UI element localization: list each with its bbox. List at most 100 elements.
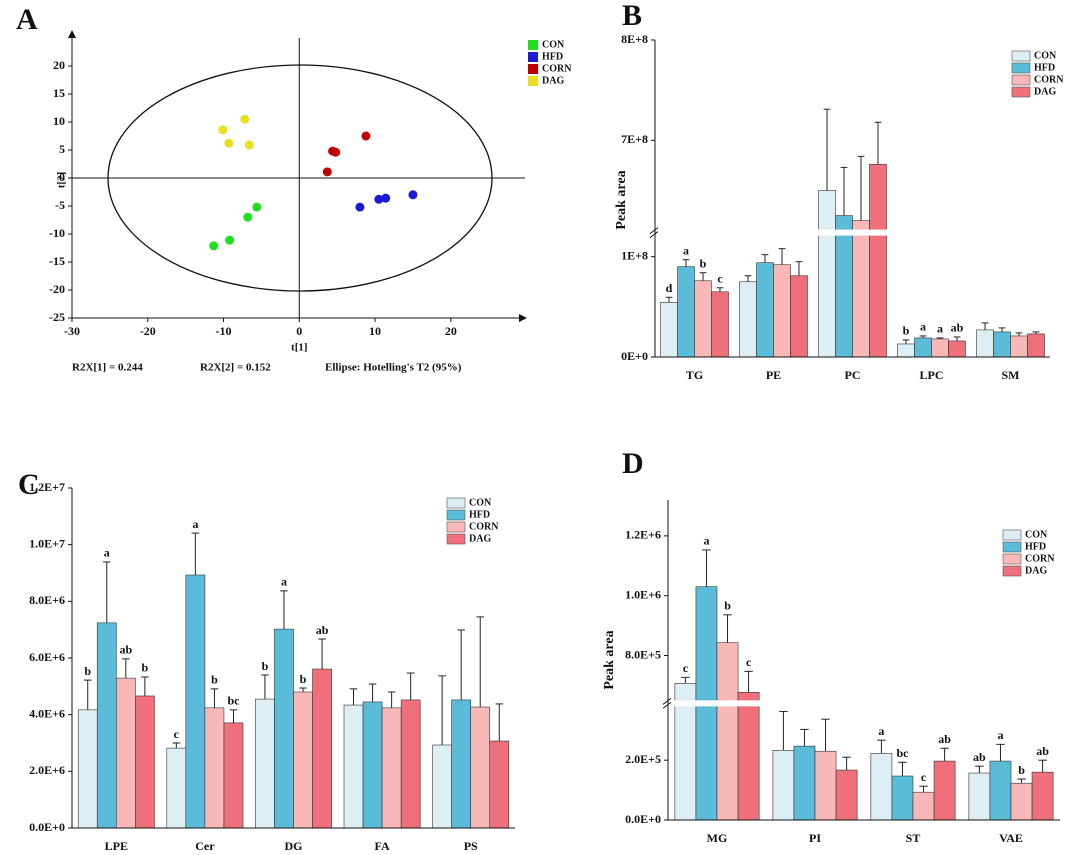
legend-label: DAG — [469, 533, 491, 544]
legend-label: CORN — [542, 63, 572, 74]
y-tick-label: 1.0E+7 — [29, 536, 65, 550]
x-tick-label: LPE — [105, 839, 128, 853]
bar — [362, 701, 383, 829]
bar — [989, 760, 1012, 821]
bar — [489, 740, 510, 829]
bar — [312, 668, 332, 829]
bar — [933, 760, 956, 821]
y-axis-title: Peak area — [614, 170, 629, 229]
break-mark — [662, 701, 672, 709]
x-axis-title: t[1] — [291, 342, 308, 354]
point — [209, 241, 219, 251]
legend-label: DAG — [1034, 86, 1056, 97]
legend-label: CORN — [1025, 553, 1055, 564]
bar — [773, 264, 791, 358]
y-tick-label: 2.0E+6 — [29, 763, 65, 777]
significance-letter: a — [878, 724, 884, 738]
x-tick-label: 20 — [445, 324, 457, 338]
bar — [835, 769, 858, 821]
y-tick-label: 1.0E+6 — [625, 587, 661, 601]
bar — [790, 275, 808, 358]
y-tick-label: 4.0E+6 — [29, 706, 65, 720]
y-tick-label: 15 — [53, 86, 65, 100]
legend-label: HFD — [542, 51, 563, 62]
y-tick-label: 10 — [53, 114, 65, 128]
point — [331, 147, 341, 157]
annotation: Ellipse: Hotelling's T2 (95%) — [325, 362, 462, 374]
legend-label: DAG — [1025, 565, 1047, 576]
panel-label: A — [16, 3, 38, 36]
legend-label: HFD — [1034, 62, 1055, 73]
bar — [400, 699, 421, 829]
x-tick-label: LPC — [920, 368, 944, 382]
legend-label: CON — [1034, 50, 1057, 61]
bar — [1010, 782, 1033, 821]
bar — [677, 266, 695, 358]
x-tick-label: ST — [906, 831, 921, 845]
bar — [914, 337, 932, 358]
y-tick-label: 1E+8 — [621, 248, 648, 262]
legend-swatch — [528, 52, 538, 62]
y-tick-label: 1.2E+6 — [625, 528, 661, 542]
point — [224, 138, 234, 148]
legend-swatch — [1002, 565, 1022, 577]
x-tick-label: -30 — [64, 324, 80, 338]
legend-label: CON — [469, 497, 492, 508]
break-mark — [649, 231, 659, 239]
significance-letter: b — [903, 324, 910, 338]
y-tick-label: -25 — [49, 310, 65, 324]
x-tick-label: MG — [707, 831, 728, 845]
significance-letter: a — [997, 728, 1003, 742]
bar — [976, 329, 994, 358]
bar — [869, 164, 887, 358]
significance-letter: b — [1018, 763, 1025, 777]
y-tick-label: -15 — [49, 254, 65, 268]
bar — [835, 215, 853, 358]
legend-label: DAG — [542, 75, 564, 86]
significance-letter: a — [937, 322, 943, 336]
significance-letter: a — [192, 517, 198, 531]
bar — [993, 331, 1011, 358]
bar — [897, 343, 915, 358]
y-tick-label: 1.2E+7 — [29, 480, 65, 494]
legend-swatch — [1011, 62, 1031, 74]
significance-letter: b — [84, 664, 91, 678]
bar — [96, 622, 117, 829]
bar — [814, 750, 837, 821]
y-tick-label: 8.0E+5 — [625, 647, 661, 661]
legend-swatch — [1011, 74, 1031, 86]
point — [361, 131, 371, 141]
bar — [716, 642, 739, 821]
bar — [470, 706, 491, 829]
legend-swatch — [528, 64, 538, 74]
bar — [793, 745, 816, 821]
x-tick-label: PE — [766, 368, 781, 382]
significance-letter: ab — [951, 321, 964, 335]
legend-swatch — [528, 40, 538, 50]
bar — [891, 775, 914, 821]
y-tick-label: -20 — [49, 282, 65, 296]
panel-label: B — [622, 0, 642, 32]
x-tick-label: PI — [809, 831, 821, 845]
bar — [116, 677, 136, 829]
bar — [451, 699, 472, 829]
y-tick-label: 0E+0 — [621, 349, 648, 363]
bar — [711, 291, 729, 358]
legend-swatch — [446, 497, 466, 509]
break-mark — [662, 697, 672, 705]
x-arrow — [519, 314, 527, 322]
significance-letter: b — [300, 672, 307, 686]
bar — [660, 302, 678, 358]
significance-letter: a — [703, 534, 709, 548]
point — [355, 202, 365, 212]
bar — [185, 574, 206, 829]
y-tick-label: 5 — [59, 142, 65, 156]
x-tick-label: PC — [845, 368, 861, 382]
bar — [381, 707, 402, 829]
legend-swatch — [1002, 541, 1022, 553]
x-tick-label: VAE — [999, 831, 1023, 845]
significance-letter: b — [211, 673, 218, 687]
point — [244, 140, 254, 150]
legend-label: HFD — [1025, 541, 1046, 552]
x-tick-label: 10 — [369, 324, 381, 338]
